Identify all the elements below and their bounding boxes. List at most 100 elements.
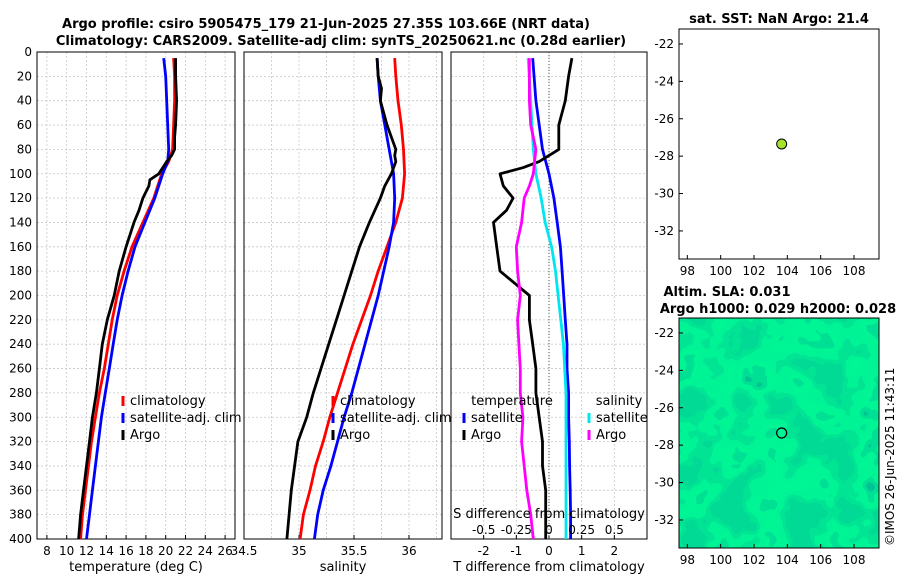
legend-label: satellite [596, 411, 648, 426]
y-tick-label: 180 [9, 264, 32, 278]
y-tick-label: -32 [654, 513, 674, 527]
y-tick-label: 240 [9, 337, 32, 351]
x-tick-label: 20 [158, 544, 173, 558]
x-tick-label: 2 [611, 544, 619, 558]
series-line-salinity-satellite [526, 58, 568, 539]
y-tick-label: 20 [17, 69, 32, 83]
x-tick-label: 12 [79, 544, 94, 558]
legend-title-salinity: salinity [596, 394, 643, 409]
y-tick-label: 100 [9, 167, 32, 181]
x-tick-label: 98 [680, 553, 695, 567]
salinity-panel: 34.5 35 35.5 36 salinity climatology satellite… [231, 51, 452, 575]
sla_map-frame [678, 317, 880, 549]
series-line-climatology [298, 58, 407, 540]
sst-map-title: sat. SST: NaN Argo: 21.4 [689, 12, 869, 27]
legend-label: satellite [471, 411, 523, 426]
sst_map-panel: 98 100 102 104 106 108 -22 -24 -26 -28 -30 -32 sat. … [654, 12, 880, 278]
difference-xlabel: T difference from climatology [452, 560, 645, 575]
y-tick-label: 40 [17, 94, 32, 108]
x-tick-label: 100 [709, 553, 732, 567]
y-tick-label: 320 [9, 435, 32, 449]
series-line-satellite-adj-clim [313, 58, 397, 540]
temperature-xlabel: temperature (deg C) [69, 560, 203, 575]
series-line-satellite-adj-clim [85, 57, 171, 540]
x-tick-label: 106 [809, 264, 832, 278]
x-tick-label: 14 [99, 544, 114, 558]
y-tick-label: -26 [654, 401, 674, 415]
y-tick-label: 60 [17, 118, 32, 132]
series-line-argo [77, 58, 179, 540]
y-tick-label: -22 [654, 37, 674, 51]
x-tick-label: 104 [776, 264, 799, 278]
x-tick-label: 108 [843, 553, 866, 567]
y-tick-label: 340 [9, 459, 32, 473]
sla-heatmap-field [679, 318, 879, 548]
y-tick-label: 300 [9, 410, 32, 424]
y-tick-label: -30 [654, 187, 674, 201]
y-tick-label: -24 [654, 74, 674, 88]
series-line-temperature-argo [492, 57, 574, 539]
y-tick-label: 280 [9, 386, 32, 400]
legend-title-temperature: temperature [471, 394, 553, 409]
legend-label: Argo [340, 428, 370, 443]
difference-top-xlabel: S difference from climatology [453, 507, 645, 522]
x-tick-label: 102 [743, 264, 766, 278]
series-line-salinity-Argo [514, 58, 538, 540]
x-tick-label: 34.5 [231, 544, 258, 558]
y-tick-label: 380 [9, 508, 32, 522]
series-line-climatology [79, 58, 177, 540]
temperature-grid [37, 51, 235, 540]
y-tick-label: 120 [9, 191, 32, 205]
x-tick-label: 8 [43, 544, 51, 558]
x-tick-label: 106 [809, 553, 832, 567]
x-tick-label: 22 [178, 544, 193, 558]
salinity-axes-frame [243, 51, 443, 540]
series-line-temperature-satellite [531, 57, 572, 539]
y-tick-label: 260 [9, 362, 32, 376]
x-tick-label: 36 [401, 544, 416, 558]
temperature-panel: 0 20 40 60 80 100 120 140 160 180 200 220 240 260 280 3… [9, 45, 242, 575]
x-tick-label: 1 [578, 544, 586, 558]
title-line-2: Climatology: CARS2009. Satellite-adj cli… [56, 34, 626, 49]
watermark: ©IMOS 26-Jun-2025 11:43:11 [883, 368, 897, 546]
sla-map-title-1: Altim. SLA: 0.031 [664, 285, 791, 300]
salinity-xlabel: salinity [320, 560, 367, 575]
y-tick-label: 360 [9, 483, 32, 497]
s-tick-label: -0.5 [472, 523, 495, 537]
y-tick-label: -32 [654, 224, 674, 238]
difference-panel: -2 -1 0 1 2 T difference from climatology S di… [450, 51, 648, 575]
y-tick-label: 220 [9, 313, 32, 327]
sst_map-frame [678, 28, 880, 260]
x-tick-label: 24 [198, 544, 213, 558]
x-tick-label: 26 [217, 544, 232, 558]
legend-label: climatology [130, 394, 206, 409]
y-tick-label: -24 [654, 363, 674, 377]
temperature-axes-frame [36, 51, 236, 540]
x-tick-label: 0 [545, 544, 553, 558]
s-tick-label: -0.25 [501, 523, 532, 537]
y-tick-label: -28 [654, 149, 674, 163]
s-tick-label: 0.25 [568, 523, 595, 537]
x-tick-label: -1 [510, 544, 522, 558]
x-tick-label: 35.5 [341, 544, 368, 558]
argo-location-marker [776, 138, 788, 150]
y-tick-label: -28 [654, 438, 674, 452]
x-tick-label: 108 [843, 264, 866, 278]
legend-label: satellite-adj. clim [340, 411, 452, 426]
x-tick-label: 104 [776, 553, 799, 567]
argo-location-marker [776, 427, 788, 439]
x-tick-label: 35 [291, 544, 306, 558]
s-tick-label: 0 [545, 523, 553, 537]
legend-label: Argo [596, 428, 626, 443]
x-tick-label: 10 [59, 544, 74, 558]
title-line-1: Argo profile: csiro 5905475_179 21-Jun-2… [62, 17, 590, 32]
x-tick-label: -2 [478, 544, 490, 558]
y-tick-label: 400 [9, 532, 32, 546]
series-line-argo [285, 58, 398, 540]
x-tick-label: 102 [743, 553, 766, 567]
legend-label: Argo [130, 428, 160, 443]
legend-label: satellite-adj. clim [130, 411, 242, 426]
y-tick-label: 80 [17, 142, 32, 156]
x-tick-label: 98 [680, 264, 695, 278]
